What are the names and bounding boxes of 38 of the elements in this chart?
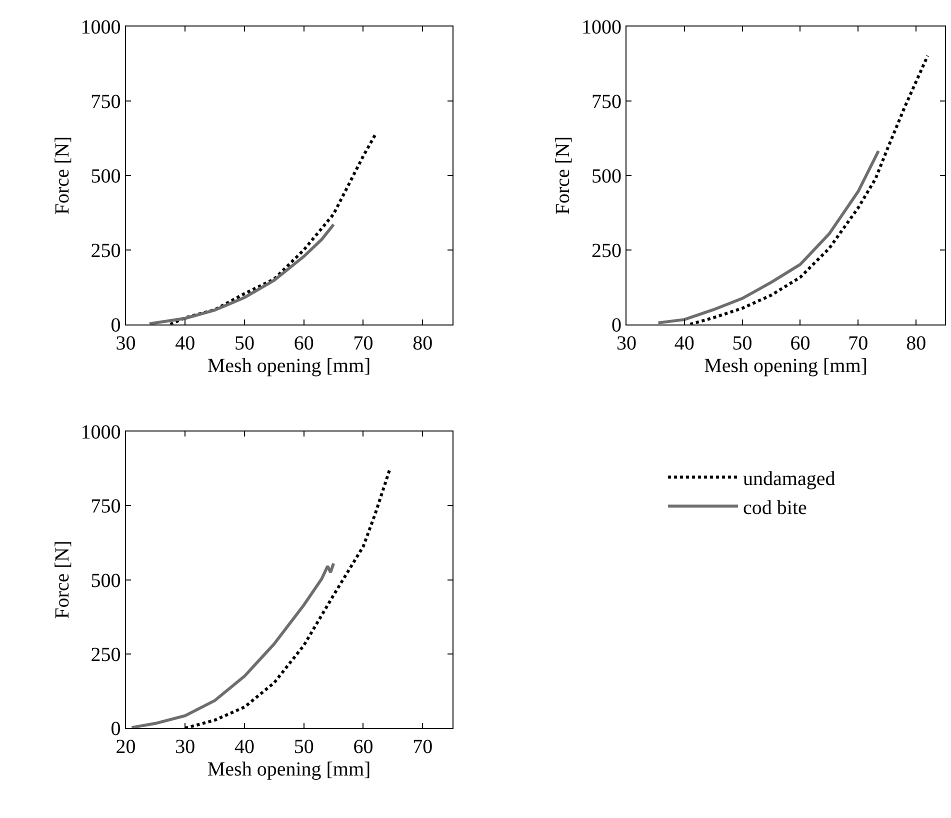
y-tick-label: 500: [591, 165, 622, 188]
x-tick-label: 50: [732, 332, 752, 354]
x-tick-label: 50: [234, 332, 255, 354]
x-tick-label: 80: [412, 332, 433, 354]
x-tick-label: 60: [294, 332, 314, 354]
line-series: [148, 223, 336, 324]
y-tick-label: 500: [90, 165, 121, 188]
y-tick-label: 750: [90, 496, 121, 518]
y-tick-label: 250: [591, 240, 622, 262]
y-tick-label: 250: [90, 644, 121, 666]
x-tick-label: 70: [353, 332, 374, 354]
line-series: [130, 562, 336, 728]
y-axis-title: Force [N]: [51, 540, 74, 619]
legend-label: cod bite: [743, 496, 808, 519]
y-tick-label: 1000: [80, 16, 121, 39]
y-tick-label: 500: [90, 570, 121, 592]
x-tick-label: 70: [412, 736, 433, 758]
y-tick-label: 250: [90, 240, 121, 262]
legend-label: undamaged: [743, 468, 836, 490]
x-tick-label: 40: [234, 736, 255, 758]
y-tick-label: 750: [90, 90, 121, 113]
x-tick-label: 50: [294, 736, 314, 758]
x-tick-label: 40: [674, 332, 694, 354]
x-tick-label: 30: [175, 736, 196, 758]
x-tick-label: 60: [353, 736, 374, 758]
y-tick-label: 1000: [80, 421, 121, 444]
y-axis-title: Force [N]: [51, 136, 74, 215]
line-series: [656, 150, 880, 324]
x-tick-label: 40: [175, 332, 196, 354]
x-tick-label: 70: [848, 332, 868, 354]
x-axis-title: Mesh opening [mm]: [704, 354, 868, 377]
y-axis-title: Force [N]: [552, 136, 574, 215]
x-tick-label: 60: [790, 332, 810, 354]
x-axis-title: Mesh opening [mm]: [207, 354, 371, 377]
x-axis-title: Mesh opening [mm]: [207, 758, 371, 781]
y-tick-label: 1000: [581, 16, 622, 39]
y-tick-label: 750: [591, 90, 622, 113]
x-tick-label: 80: [906, 332, 926, 354]
